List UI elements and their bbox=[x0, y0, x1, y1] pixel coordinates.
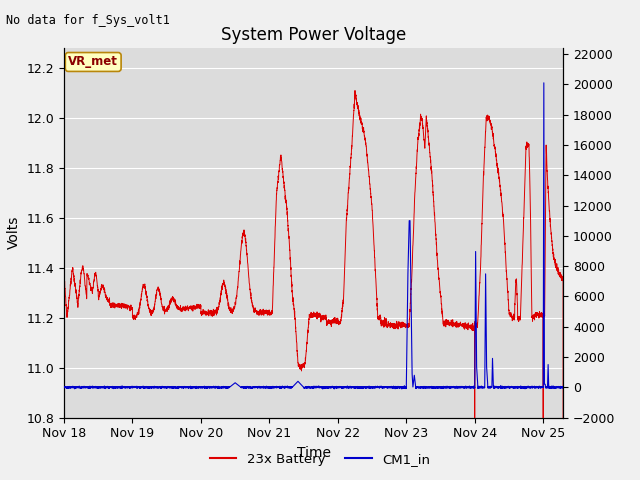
X-axis label: Time: Time bbox=[296, 446, 331, 460]
Y-axis label: Volts: Volts bbox=[7, 216, 21, 250]
Legend: 23x Battery, CM1_in: 23x Battery, CM1_in bbox=[205, 447, 435, 471]
Title: System Power Voltage: System Power Voltage bbox=[221, 25, 406, 44]
Text: No data for f_Sys_volt1: No data for f_Sys_volt1 bbox=[6, 14, 170, 27]
Text: VR_met: VR_met bbox=[68, 56, 118, 69]
